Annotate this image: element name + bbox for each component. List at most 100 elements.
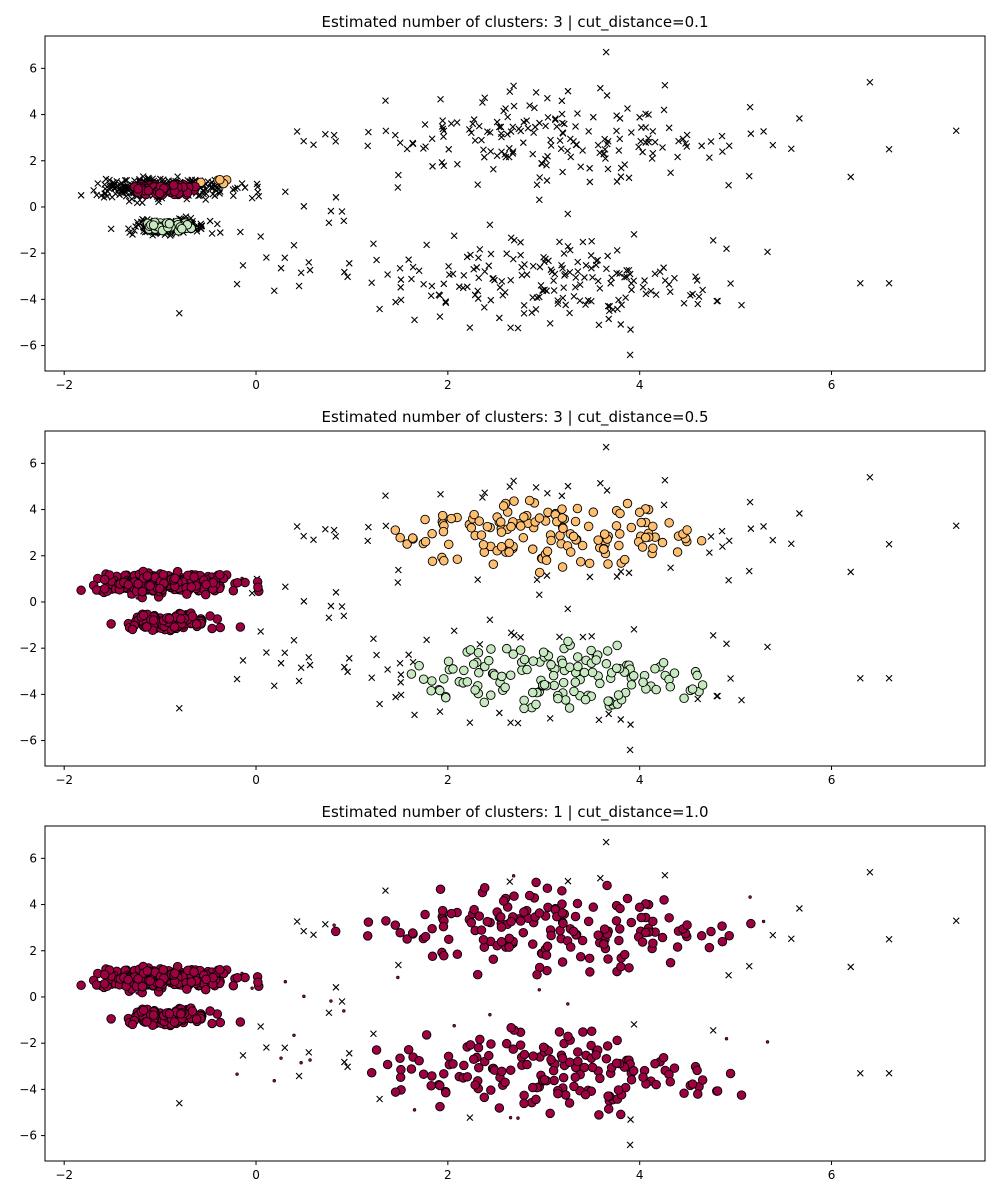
cluster-core-point <box>599 529 610 539</box>
noise-point <box>368 279 376 287</box>
noise-point <box>197 222 205 230</box>
cluster-core-point <box>634 902 645 913</box>
noise-point <box>692 273 699 281</box>
noise-point <box>368 674 376 682</box>
cluster-edge-point <box>308 1058 312 1062</box>
cluster-core-point <box>479 882 490 893</box>
noise-point <box>613 127 620 135</box>
noise-point <box>607 279 615 287</box>
noise-point <box>510 82 517 90</box>
cluster-core-point <box>615 529 625 539</box>
cluster-core-point <box>106 619 116 629</box>
noise-point <box>330 131 338 139</box>
noise-point <box>866 473 874 481</box>
noise-point <box>439 117 447 124</box>
cluster-core-point <box>665 957 676 968</box>
y-tick-label: −4 <box>19 687 37 701</box>
noise-point <box>77 191 85 199</box>
cluster-core-point <box>603 696 613 706</box>
noise-point <box>216 229 224 236</box>
noise-point <box>382 492 389 500</box>
noise-point <box>725 971 733 979</box>
cluster-core-point <box>682 920 692 930</box>
noise-point <box>746 103 754 111</box>
noise-point <box>553 123 561 130</box>
noise-point <box>397 276 405 284</box>
noise-point <box>558 110 566 118</box>
noise-point <box>175 704 183 712</box>
noise-point <box>725 142 733 150</box>
noise-point <box>345 654 353 662</box>
noise-point <box>550 287 558 294</box>
noise-point <box>885 540 893 548</box>
cluster-core-point <box>504 538 515 549</box>
noise-point <box>415 267 423 275</box>
cluster-core-point <box>619 554 630 565</box>
cluster-core-point <box>177 223 187 234</box>
cluster-core-point <box>665 682 676 692</box>
noise-point <box>582 261 590 269</box>
noise-point <box>504 113 512 121</box>
cluster-core-point <box>687 1079 698 1089</box>
noise-point <box>666 288 674 296</box>
noise-point <box>652 291 660 299</box>
cluster-core-point <box>228 980 239 991</box>
cluster-core-point <box>602 880 612 891</box>
noise-point <box>566 268 574 276</box>
noise-point <box>382 887 389 895</box>
cluster-core-point <box>669 668 680 678</box>
noise-point <box>556 137 564 144</box>
noise-point <box>558 97 566 105</box>
noise-point <box>409 139 417 147</box>
cluster-core-point <box>418 1069 429 1079</box>
cluster-core-point <box>580 694 591 705</box>
cluster-core-point <box>717 936 728 947</box>
cluster-core-point <box>568 531 579 542</box>
cluster-core-point <box>142 966 153 976</box>
noise-point <box>747 525 755 533</box>
noise-point <box>647 287 655 295</box>
cluster-core-point <box>474 516 484 526</box>
noise-point <box>90 186 98 194</box>
noise-point <box>546 714 554 722</box>
noise-point <box>577 163 585 171</box>
noise-point <box>453 119 461 126</box>
cluster-edge-point <box>272 1079 276 1083</box>
cluster-core-point <box>142 622 152 632</box>
cluster-core-point <box>638 1072 648 1082</box>
noise-point <box>442 298 450 305</box>
x-tick-label: 4 <box>636 378 644 392</box>
cluster-core-point <box>137 586 148 597</box>
noise-point <box>473 264 481 271</box>
noise-point <box>233 280 241 288</box>
cluster-core-point <box>515 521 526 531</box>
cluster-core-point <box>603 559 613 569</box>
cluster-core-point <box>479 1092 490 1103</box>
noise-point <box>125 225 132 232</box>
noise-point <box>116 191 123 199</box>
noise-point <box>615 147 623 154</box>
cluster-core-point <box>232 578 243 588</box>
cluster-core-point <box>414 1055 424 1066</box>
noise-point <box>613 178 621 185</box>
noise-point <box>621 273 628 281</box>
noise-point <box>709 1027 717 1034</box>
noise-point <box>556 633 563 641</box>
noise-point <box>707 533 715 540</box>
cluster-edge-point <box>765 1040 770 1044</box>
cluster-core-point <box>573 1056 583 1067</box>
noise-point <box>667 169 674 177</box>
noise-point <box>106 183 114 191</box>
cluster-core-point <box>155 978 165 989</box>
cluster-core-point <box>704 942 715 953</box>
noise-point <box>559 265 566 272</box>
noise-point <box>233 675 241 683</box>
cluster-edge-point <box>537 988 541 992</box>
noise-point <box>587 252 595 259</box>
cluster-core-point <box>538 647 549 658</box>
cluster-core-point <box>538 1042 549 1053</box>
cluster-core-point <box>448 664 458 674</box>
cluster-core-point <box>508 649 519 659</box>
cluster-core-point <box>583 916 594 927</box>
noise-point <box>475 274 483 282</box>
